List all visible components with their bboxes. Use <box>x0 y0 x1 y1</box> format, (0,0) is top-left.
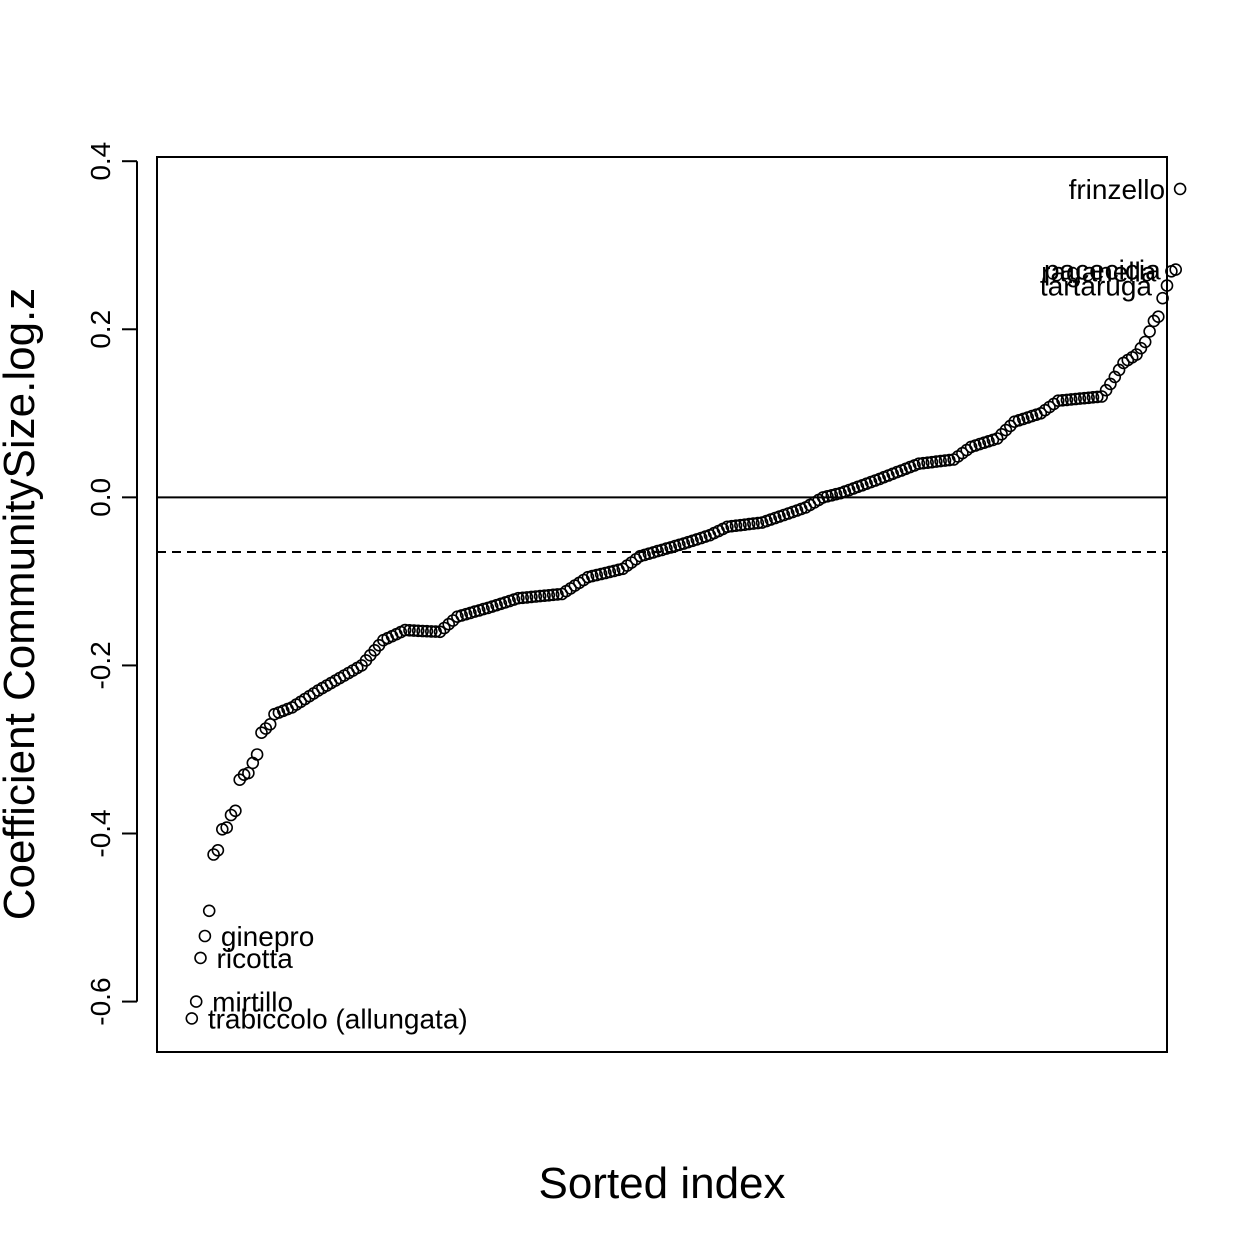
x-axis-title: Sorted index <box>538 1159 785 1208</box>
y-tick-label: 0.0 <box>85 478 116 517</box>
data-point <box>525 590 538 604</box>
data-point <box>1147 314 1161 328</box>
data-point <box>1078 391 1091 405</box>
data-point <box>1130 348 1143 361</box>
data-point <box>929 455 943 468</box>
data-point <box>995 427 1008 441</box>
data-point <box>211 843 225 857</box>
y-tick-label: 0.2 <box>85 310 116 349</box>
point-label: mirtillo <box>212 987 293 1018</box>
data-point <box>411 624 425 638</box>
y-tick-label: 0.4 <box>85 142 116 181</box>
y-axis-title: Coefficient CommunitySize.log.z <box>0 288 44 921</box>
point-label: frinzello <box>1069 174 1165 205</box>
data-point <box>990 432 1004 445</box>
data-point <box>433 625 447 639</box>
data-point <box>1173 182 1187 196</box>
data-point <box>229 804 242 818</box>
data-point <box>533 589 547 603</box>
data-point <box>747 517 760 530</box>
data-point <box>242 766 255 780</box>
data-point <box>198 929 212 943</box>
data-point <box>934 454 947 468</box>
reference-lines <box>157 496 1167 553</box>
data-point <box>516 591 530 605</box>
data-point <box>999 423 1013 437</box>
data-point <box>916 456 930 470</box>
data-point <box>1143 325 1156 338</box>
y-axis: -0.6 -0.4 -0.2 0.0 0.2 0.4 <box>85 142 138 1026</box>
data-point <box>1104 377 1117 391</box>
data-point <box>551 588 564 601</box>
point-label: pacecicia <box>1044 255 1161 286</box>
data-point <box>546 588 560 602</box>
data-point <box>1152 310 1165 324</box>
data-point <box>1060 393 1074 407</box>
data-point <box>398 623 412 637</box>
data-point <box>751 516 765 530</box>
data-point <box>442 617 456 631</box>
data-point <box>725 519 739 533</box>
data-point <box>1169 263 1182 276</box>
point-label: tartaruga <box>1040 271 1152 302</box>
data-point <box>1064 393 1078 406</box>
data-point <box>720 520 734 534</box>
y-tick-label: -0.6 <box>85 977 116 1025</box>
point-label: raganella <box>1041 256 1157 287</box>
data-point <box>194 951 207 965</box>
data-point <box>220 821 233 834</box>
data-point <box>542 588 556 602</box>
y-tick-label: -0.4 <box>85 809 116 857</box>
data-point <box>938 454 952 467</box>
data-points <box>185 182 1187 1025</box>
data-point <box>538 589 551 603</box>
data-point <box>416 624 429 638</box>
data-point <box>259 722 273 735</box>
data-point <box>1086 390 1100 404</box>
data-point <box>925 455 939 469</box>
plot-frame <box>156 156 1168 1053</box>
data-point <box>921 456 934 470</box>
data-point <box>1051 394 1065 408</box>
data-point <box>403 623 416 637</box>
data-point <box>1091 390 1104 404</box>
data-point <box>1156 291 1169 305</box>
data-point <box>420 624 434 638</box>
data-point <box>729 519 743 533</box>
data-point <box>529 590 543 603</box>
data-point <box>1108 370 1122 384</box>
y-tick-label: -0.2 <box>85 641 116 689</box>
data-point <box>742 517 756 531</box>
data-point <box>255 726 268 740</box>
data-point <box>912 457 926 471</box>
data-point <box>424 625 438 638</box>
point-label: trabiccolo (allungata) <box>208 1003 468 1034</box>
data-point <box>1138 335 1152 349</box>
data-point <box>738 518 752 532</box>
data-point <box>734 518 747 532</box>
data-point <box>407 624 421 637</box>
data-point <box>207 848 220 861</box>
data-point <box>1095 390 1108 403</box>
point-label: ginepro <box>221 921 314 952</box>
data-point <box>1134 341 1148 355</box>
data-point <box>511 591 525 605</box>
point-label: ricotta <box>217 943 294 974</box>
data-point <box>1099 383 1113 397</box>
data-point <box>1069 392 1082 406</box>
data-point <box>250 748 264 761</box>
data-point <box>189 995 203 1008</box>
data-point <box>1112 363 1126 377</box>
data-point <box>185 1012 199 1025</box>
data-point <box>1073 392 1087 405</box>
data-point <box>520 591 534 604</box>
data-point <box>224 808 238 822</box>
data-point <box>1082 391 1095 405</box>
data-point <box>1003 419 1017 433</box>
data-point <box>202 904 216 918</box>
data-point <box>1056 393 1069 407</box>
